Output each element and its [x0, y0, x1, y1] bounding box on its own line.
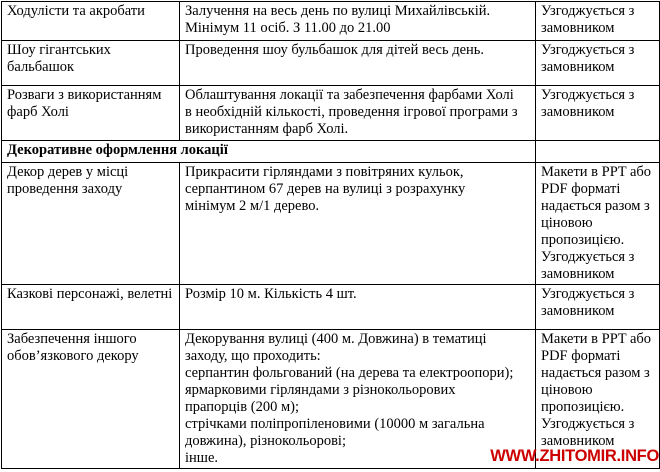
- text-line: Узгоджується з: [541, 87, 635, 103]
- text-line: пропозицією.: [541, 399, 625, 415]
- text-line: використанням фарб Холі.: [185, 121, 349, 137]
- section-empty-cell: [535, 140, 660, 163]
- text-line: ціновою: [541, 382, 593, 398]
- text-line: Узгоджується з: [541, 286, 635, 302]
- text-line: Декорування вулиці (400 м. Довжина) в те…: [185, 331, 487, 347]
- text-line: замовником: [541, 303, 615, 319]
- text-line: проведення заходу: [7, 181, 123, 197]
- table-row: Ходулісти та акробати Залучення на весь д…: [1, 1, 660, 41]
- text-line: замовником: [541, 266, 615, 282]
- text-line: надається разом з: [541, 365, 650, 381]
- watermark-zhitomir-info: WWW.ZHITOMIR.INFO: [490, 447, 659, 465]
- text-line: Ходулісти та акробати: [7, 3, 145, 19]
- text-line: Проведення шоу бульбашок для дітей весь …: [185, 42, 485, 58]
- text-line: Шоу гігантських: [7, 42, 111, 58]
- approval-cell: Узгоджується з замовником: [535, 40, 660, 86]
- text-line: фарб Холі: [7, 104, 69, 120]
- text-line: Декор дерев у місці: [7, 164, 129, 180]
- text-line: Макети в PPT або: [541, 331, 652, 347]
- text-line: Залучення на весь день по вулиці Михайлі…: [185, 3, 491, 19]
- text-line: Узгоджується з: [541, 249, 635, 265]
- description-cell: Прикрасити гірляндами з повітряних кульо…: [179, 162, 536, 285]
- text-line: мінімум 2 м/1 дерево.: [185, 198, 320, 214]
- text-line: PDF форматі: [541, 181, 621, 197]
- text-line: бальбашок: [7, 59, 75, 75]
- text-line: Узгоджується з: [541, 3, 635, 19]
- table-row: Казкові персонажі, велетні Розмір 10 м. К…: [1, 284, 660, 330]
- text-line: Розваги з використанням: [7, 87, 162, 103]
- text-line: серпантин фольгований (на дерева та елек…: [185, 365, 514, 381]
- table-row: Декор дерев у місці проведення заходу Прик…: [1, 162, 660, 285]
- text-line: заходу, що проходить:: [185, 348, 321, 364]
- text-line: довжина), різнокольорові;: [185, 433, 346, 449]
- text-line: стрічками поліпропіленовими (10000 м заг…: [185, 416, 485, 432]
- text-line: прапорців (200 м);: [185, 399, 300, 415]
- text-line: інше.: [185, 450, 219, 466]
- description-cell: Залучення на весь день по вулиці Михайлі…: [179, 1, 536, 41]
- text-line: PDF форматі: [541, 348, 621, 364]
- text-line: Мінімум 11 осіб. З 11.00 до 21.00: [185, 20, 391, 36]
- table-row: Розваги з використанням фарб Холі Облаштув…: [1, 85, 660, 141]
- text-line: замовником: [541, 59, 615, 75]
- item-cell: Розваги з використанням фарб Холі: [1, 85, 180, 141]
- table-row: Шоу гігантських бальбашок Проведення шоу б…: [1, 40, 660, 86]
- item-cell: Казкові персонажі, велетні: [1, 284, 180, 330]
- text-line: Макети в PPT або: [541, 164, 652, 180]
- text-line: замовником: [541, 20, 615, 36]
- text-line: серпантином 67 дерев на вулиці з розраху…: [185, 181, 466, 197]
- description-cell: Декорування вулиці (400 м. Довжина) в те…: [179, 329, 536, 469]
- approval-cell: Узгоджується з замовником: [535, 1, 660, 41]
- section-header-row: Декоративне оформлення локації: [1, 140, 660, 163]
- description-cell: Облаштування локації та забезпечення фар…: [179, 85, 536, 141]
- description-cell: Проведення шоу бульбашок для дітей весь …: [179, 40, 536, 86]
- item-cell: Забезпечення іншого обов’язкового декору: [1, 329, 180, 469]
- text-line: ярмарковими гірляндами з різнокольорових: [185, 382, 456, 398]
- approval-cell: Узгоджується з замовником: [535, 85, 660, 141]
- text-line: Облаштування локації та забезпечення фар…: [185, 87, 514, 103]
- text-line: ціновою: [541, 215, 593, 231]
- table-row: Забезпечення іншого обов’язкового декору Д…: [1, 329, 660, 469]
- text-line: Прикрасити гірляндами з повітряних кульо…: [185, 164, 464, 180]
- approval-cell: Макети в PPT або PDF форматі надається раз…: [535, 162, 660, 285]
- text-line: Забезпечення іншого: [7, 331, 137, 347]
- text-line: замовником: [541, 433, 615, 449]
- text-line: в необхідній кількості, проведення ігров…: [185, 104, 518, 120]
- item-cell: Шоу гігантських бальбашок: [1, 40, 180, 86]
- section-title: Декоративне оформлення локації: [1, 140, 536, 163]
- approval-cell: Узгоджується з замовником: [535, 284, 660, 330]
- text-line: Узгоджується з: [541, 416, 635, 432]
- text-line: пропозицією.: [541, 232, 625, 248]
- item-cell: Ходулісти та акробати: [1, 1, 180, 41]
- text-line: надається разом з: [541, 198, 650, 214]
- text-line: Узгоджується з: [541, 42, 635, 58]
- approval-cell: Макети в PPT або PDF форматі надається раз…: [535, 329, 660, 469]
- item-cell: Декор дерев у місці проведення заходу: [1, 162, 180, 285]
- text-line: обов’язкового декору: [7, 348, 139, 364]
- description-cell: Розмір 10 м. Кількість 4 шт.: [179, 284, 536, 330]
- text-line: Розмір 10 м. Кількість 4 шт.: [185, 286, 357, 302]
- text-line: замовником: [541, 104, 615, 120]
- text-line: Казкові персонажі, велетні: [7, 286, 173, 302]
